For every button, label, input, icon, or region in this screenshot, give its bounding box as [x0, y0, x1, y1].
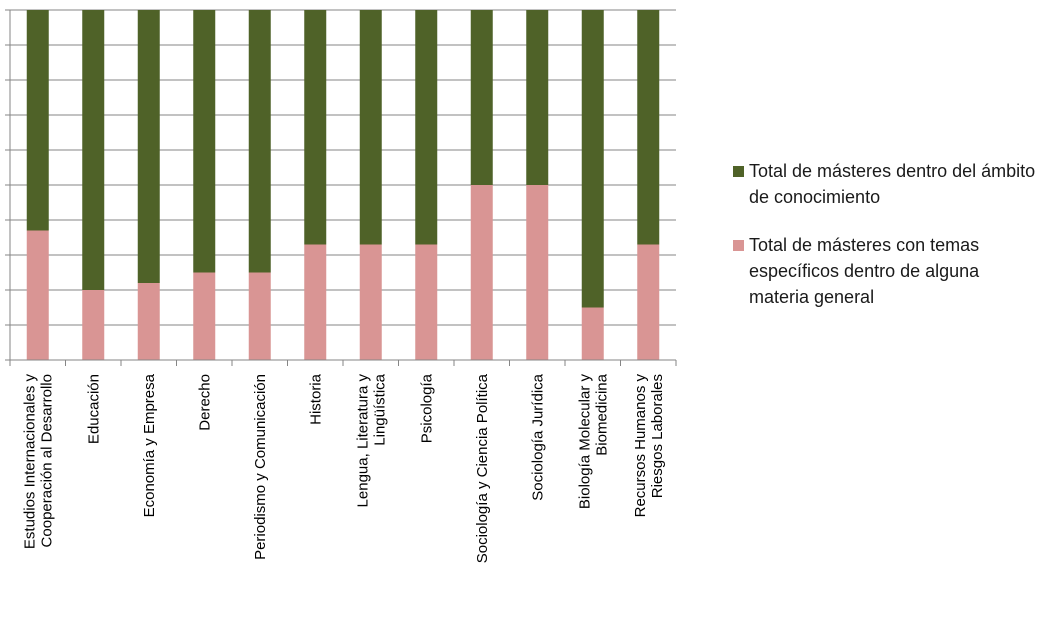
- bar-segment-ambito: [193, 10, 216, 273]
- bar-segment-ambito: [82, 10, 105, 290]
- legend-swatch-ambito: [733, 166, 744, 177]
- axes: [5, 9, 677, 366]
- stacked-bar-chart: Estudios Internacionales y Cooperación al…: [5, 9, 677, 563]
- bar-segment-temas: [26, 230, 49, 360]
- category-label: Psicología: [418, 373, 435, 443]
- bar-segment-ambito: [359, 10, 382, 245]
- category-label: Sociología Jurídica: [529, 373, 546, 500]
- bar-segment-temas: [304, 244, 327, 360]
- category-labels: Estudios Internacionales y Cooperación al…: [21, 373, 666, 563]
- bar-segment-ambito: [304, 10, 327, 245]
- category-label: Biomedicina: [593, 373, 610, 455]
- category-label: Lingüística: [371, 373, 388, 445]
- bar-segment-ambito: [415, 10, 438, 245]
- bar-segment-temas: [637, 244, 660, 360]
- legend-label-ambito: Total de másteres dentro del ámbito de c…: [749, 161, 1036, 207]
- category-label: Riesgos Laborales: [649, 374, 666, 498]
- legend-swatch-temas: [733, 240, 744, 251]
- category-label: Derecho: [196, 374, 213, 431]
- bar-segment-ambito: [470, 10, 493, 185]
- category-label: Economía y Empresa: [141, 373, 158, 517]
- category-label: Educación: [85, 374, 102, 444]
- bar-segment-ambito: [26, 10, 49, 231]
- category-label: Sociología y Ciencia Política: [474, 373, 491, 563]
- bar-segment-temas: [415, 244, 438, 360]
- bar-segment-temas: [526, 185, 549, 360]
- legend: Total de másteres dentro del ámbito de c…: [733, 158, 1039, 310]
- legend-label-temas: Total de másteres con temas específicos …: [749, 235, 980, 307]
- category-label: Lengua, Literatura y: [354, 374, 371, 508]
- bar-segment-ambito: [637, 10, 660, 245]
- category-label: Periodismo y Comunicación: [252, 374, 269, 560]
- bar-segment-temas: [248, 272, 271, 360]
- bar-segment-temas: [581, 307, 604, 360]
- category-label: Historia: [307, 373, 324, 425]
- bars: [26, 10, 660, 360]
- category-label: Estudios Internacionales y: [21, 374, 38, 550]
- gridlines: [10, 9, 676, 326]
- bar-segment-temas: [82, 290, 105, 360]
- legend-item-temas: Total de másteres con temas específicos …: [733, 232, 1039, 310]
- bar-segment-ambito: [248, 10, 271, 273]
- bar-segment-temas: [137, 283, 160, 360]
- bar-segment-ambito: [581, 10, 604, 308]
- bar-segment-temas: [193, 272, 216, 360]
- category-label: Recursos Humanos y: [632, 374, 649, 518]
- category-label: Cooperación al Desarrollo: [38, 374, 55, 547]
- bar-segment-ambito: [137, 10, 160, 283]
- bar-segment-temas: [359, 244, 382, 360]
- category-label: Biología Molecular y: [576, 374, 593, 510]
- legend-item-ambito: Total de másteres dentro del ámbito de c…: [733, 158, 1039, 210]
- bar-segment-ambito: [526, 10, 549, 185]
- bar-segment-temas: [470, 185, 493, 360]
